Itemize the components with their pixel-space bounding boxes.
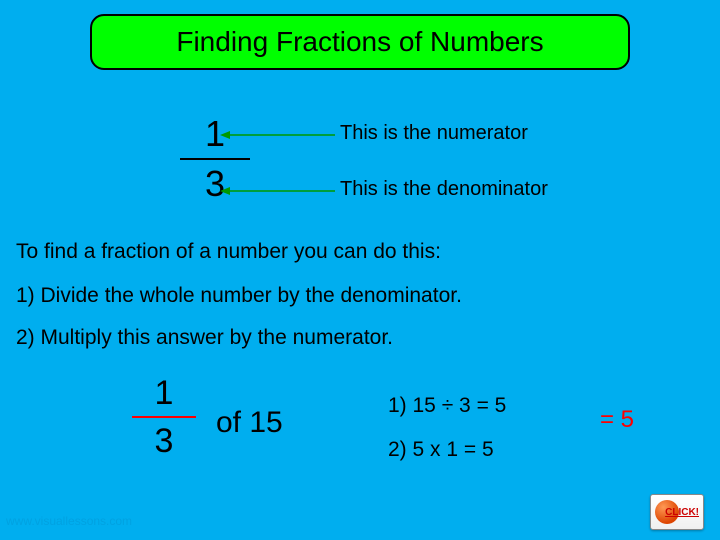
numerator-label: This is the numerator (340, 122, 528, 145)
worked-step1: 1) 15 ÷ 3 = 5 (388, 394, 506, 418)
example-fraction: 1 3 (132, 372, 196, 462)
instruction-step1: 1) Divide the whole number by the denomi… (16, 284, 462, 308)
instruction-step2: 2) Multiply this answer by the numerator… (16, 326, 393, 350)
of-text: of 15 (216, 406, 283, 440)
example-denominator: 3 (132, 420, 196, 462)
example-fraction-bar (132, 416, 196, 418)
watermark: www.visuallessons.com (6, 514, 132, 528)
example-result: = 5 (600, 406, 634, 434)
click-button-label: CLICK! (665, 507, 699, 518)
page-title: Finding Fractions of Numbers (176, 26, 543, 58)
instruction-intro: To find a fraction of a number you can d… (16, 240, 441, 264)
slide: Finding Fractions of Numbers 1 3 This is… (0, 0, 720, 540)
arrow-numerator-icon (220, 130, 335, 140)
example-numerator: 1 (132, 372, 196, 414)
denominator: 3 (180, 162, 250, 206)
arrow-denominator-icon (220, 186, 335, 196)
click-button[interactable]: CLICK! (650, 494, 704, 530)
title-box: Finding Fractions of Numbers (90, 14, 630, 70)
worked-step2: 2) 5 x 1 = 5 (388, 438, 494, 462)
fraction-bar (180, 158, 250, 160)
denominator-label: This is the denominator (340, 178, 548, 201)
